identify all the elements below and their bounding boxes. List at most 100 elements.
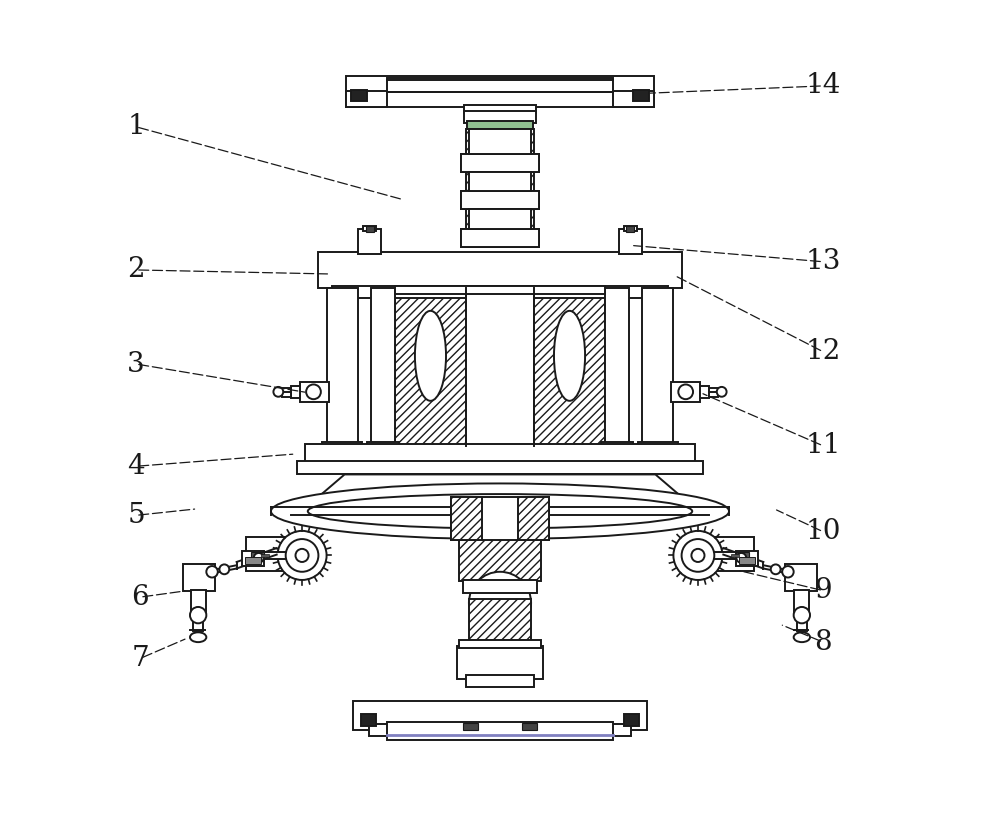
Bar <box>251 552 301 559</box>
Text: 5: 5 <box>127 501 145 529</box>
Circle shape <box>278 531 327 580</box>
Bar <box>451 497 482 540</box>
Bar <box>363 226 376 231</box>
Circle shape <box>273 387 283 397</box>
Bar <box>245 557 261 564</box>
Bar <box>305 444 695 462</box>
Bar <box>522 723 537 730</box>
Bar <box>463 723 478 730</box>
Text: 7: 7 <box>131 645 149 672</box>
Ellipse shape <box>190 632 206 642</box>
Text: 4: 4 <box>127 452 145 480</box>
Bar <box>466 288 534 446</box>
Bar <box>463 580 537 593</box>
Bar <box>706 537 754 571</box>
Bar <box>736 552 749 559</box>
Bar <box>387 78 613 92</box>
Text: 9: 9 <box>814 577 832 605</box>
Bar <box>794 590 809 612</box>
Circle shape <box>682 539 714 572</box>
Bar <box>395 286 605 294</box>
Ellipse shape <box>554 311 585 401</box>
Circle shape <box>254 553 264 563</box>
Bar <box>624 714 639 726</box>
Circle shape <box>306 384 321 399</box>
Bar <box>459 640 541 648</box>
Bar <box>451 497 549 540</box>
Bar <box>601 442 633 454</box>
Bar <box>461 191 539 209</box>
Ellipse shape <box>794 632 810 642</box>
Bar <box>736 551 758 566</box>
Bar <box>709 388 718 397</box>
Text: 14: 14 <box>805 72 841 100</box>
Bar <box>469 209 531 229</box>
Bar <box>699 552 749 559</box>
Circle shape <box>673 531 722 580</box>
Bar <box>671 382 700 402</box>
Ellipse shape <box>271 483 729 539</box>
Text: 11: 11 <box>805 432 841 460</box>
Circle shape <box>219 564 229 574</box>
Bar <box>300 382 329 402</box>
Text: 13: 13 <box>805 248 841 276</box>
Bar <box>351 90 367 101</box>
Circle shape <box>206 566 218 578</box>
Text: 1: 1 <box>127 113 145 141</box>
Bar <box>626 226 634 232</box>
Polygon shape <box>316 474 684 499</box>
Bar <box>251 552 264 559</box>
Bar <box>469 129 531 154</box>
Bar <box>469 599 531 642</box>
Bar <box>369 724 631 736</box>
Circle shape <box>736 553 746 563</box>
Bar <box>797 614 807 631</box>
Text: 8: 8 <box>814 628 832 656</box>
Bar <box>642 288 673 446</box>
Text: 10: 10 <box>805 518 841 546</box>
Bar <box>739 557 755 564</box>
Circle shape <box>190 607 206 623</box>
Bar <box>346 76 654 107</box>
Ellipse shape <box>415 311 446 401</box>
Bar <box>613 91 654 107</box>
Bar <box>346 91 387 107</box>
Bar <box>633 90 649 101</box>
Bar <box>191 590 206 612</box>
Bar <box>459 536 541 581</box>
Bar <box>467 121 533 129</box>
Bar <box>246 537 294 571</box>
Bar <box>785 564 817 591</box>
Bar <box>305 497 695 505</box>
Circle shape <box>717 387 727 397</box>
Bar <box>327 288 358 446</box>
Circle shape <box>794 607 810 623</box>
Bar <box>358 229 381 254</box>
Bar <box>700 386 709 398</box>
Circle shape <box>678 384 693 399</box>
Text: 3: 3 <box>127 350 145 378</box>
Bar <box>461 229 539 247</box>
Bar <box>332 286 668 298</box>
Text: 12: 12 <box>805 338 841 366</box>
Bar <box>261 554 269 557</box>
Bar <box>183 564 215 591</box>
Bar <box>619 229 642 254</box>
Bar <box>731 554 739 557</box>
Bar <box>464 111 536 123</box>
Ellipse shape <box>308 494 692 528</box>
Circle shape <box>691 549 704 562</box>
Bar <box>395 288 466 446</box>
Bar <box>534 288 605 446</box>
Circle shape <box>296 549 309 562</box>
Bar <box>282 388 291 397</box>
Circle shape <box>782 566 794 578</box>
Bar <box>387 722 613 740</box>
Bar <box>624 226 637 231</box>
Text: 2: 2 <box>127 256 145 284</box>
Bar <box>461 154 539 172</box>
Circle shape <box>771 564 781 574</box>
Bar <box>605 288 629 446</box>
Bar <box>353 701 647 730</box>
Bar <box>518 497 549 540</box>
